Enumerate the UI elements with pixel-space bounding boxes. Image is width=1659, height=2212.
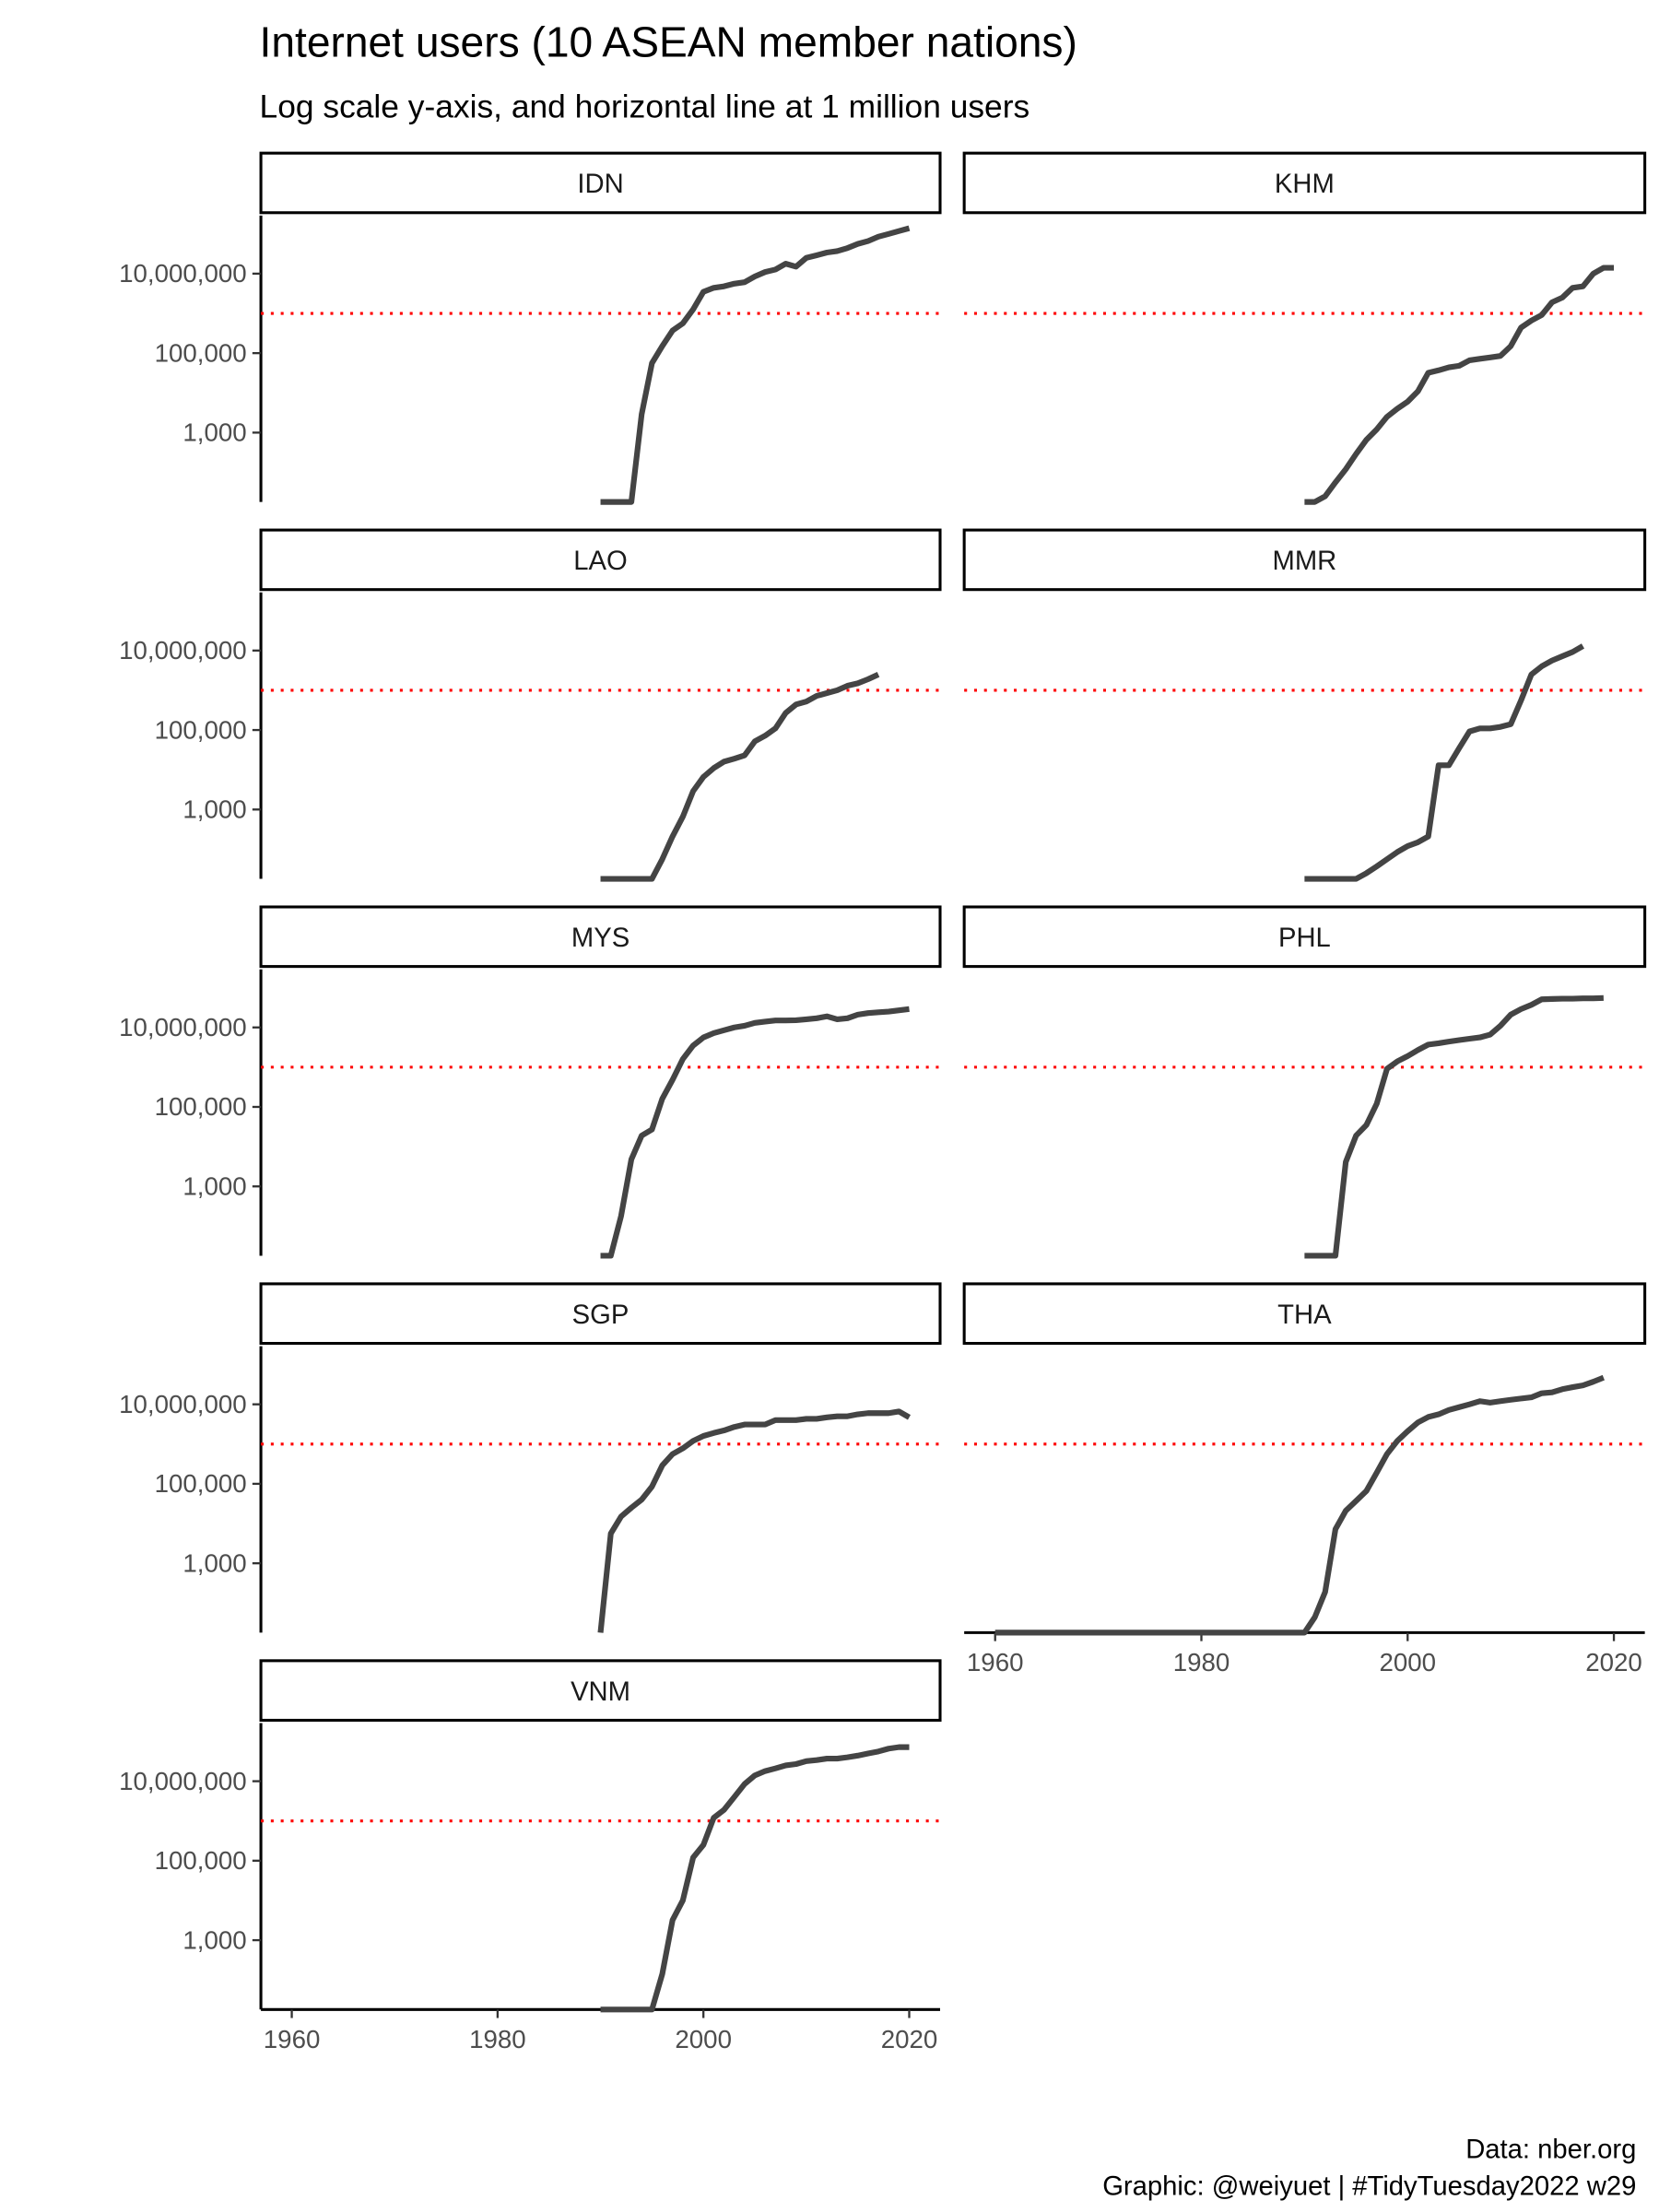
y-tick-label: 100,000 xyxy=(155,1846,247,1875)
facet-strip xyxy=(259,1282,942,1346)
x-tick-label: 2000 xyxy=(1379,1648,1436,1677)
y-tick-label: 10,000,000 xyxy=(119,1390,247,1418)
y-tick-label: 100,000 xyxy=(155,715,247,744)
x-tick-label: 2020 xyxy=(1585,1648,1642,1677)
data-line xyxy=(1304,265,1615,505)
facet-label: THA xyxy=(1277,1300,1332,1330)
y-tick-label: 1,000 xyxy=(182,1171,246,1200)
data-line xyxy=(600,1744,910,2013)
data-line xyxy=(994,1374,1606,1636)
chart-subtitle: Log scale y-axis, and horizontal line at… xyxy=(260,89,1030,125)
x-tick-label: 1960 xyxy=(264,2025,321,2053)
y-tick-label: 10,000,000 xyxy=(119,636,247,665)
y-tick-label: 10,000,000 xyxy=(119,1013,247,1041)
facet-label: IDN xyxy=(577,170,623,199)
facet-label: KHM xyxy=(1275,170,1335,199)
y-tick-label: 100,000 xyxy=(155,338,247,367)
facet-label: MYS xyxy=(571,924,629,953)
facet-label: LAO xyxy=(573,547,627,576)
x-tick-label: 2020 xyxy=(881,2025,938,2053)
caption: Graphic: @weiyuet | #TidyTuesday2022 w29 xyxy=(1102,2172,1636,2202)
y-tick-label: 1,000 xyxy=(182,418,246,447)
y-tick-label: 10,000,000 xyxy=(119,259,247,288)
facet-label: PHL xyxy=(1278,924,1331,953)
data-line xyxy=(600,671,880,882)
facet-strip xyxy=(259,905,942,969)
x-tick-label: 1980 xyxy=(1173,1648,1230,1677)
facet-strip xyxy=(962,528,1647,592)
x-tick-label: 2000 xyxy=(675,2025,732,2053)
y-tick-label: 1,000 xyxy=(182,1548,246,1577)
facet-label: MMR xyxy=(1272,547,1336,576)
x-tick-label: 1980 xyxy=(469,2025,526,2053)
facet-strip xyxy=(962,905,1647,969)
y-tick-label: 100,000 xyxy=(155,1092,247,1121)
x-tick-label: 1960 xyxy=(967,1648,1024,1677)
facet-label: VNM xyxy=(571,1677,630,1707)
y-tick-label: 10,000,000 xyxy=(119,1767,247,1795)
y-tick-label: 100,000 xyxy=(155,1469,247,1498)
y-tick-label: 1,000 xyxy=(182,1925,246,1954)
facet-strip xyxy=(259,151,942,215)
data-line xyxy=(597,1408,912,1633)
data-line xyxy=(600,225,911,505)
facet-strip xyxy=(259,1659,942,1722)
y-tick-label: 1,000 xyxy=(182,795,246,824)
caption: Data: nber.org xyxy=(1465,2136,1636,2165)
chart-title: Internet users (10 ASEAN member nations) xyxy=(260,18,1077,66)
facet-label: SGP xyxy=(572,1300,629,1330)
data-line xyxy=(1304,643,1585,882)
facet-strip xyxy=(259,528,942,592)
facet-strip xyxy=(962,1282,1647,1346)
facet-strip xyxy=(962,151,1647,215)
data-line xyxy=(1304,994,1604,1259)
data-line xyxy=(600,1006,910,1259)
